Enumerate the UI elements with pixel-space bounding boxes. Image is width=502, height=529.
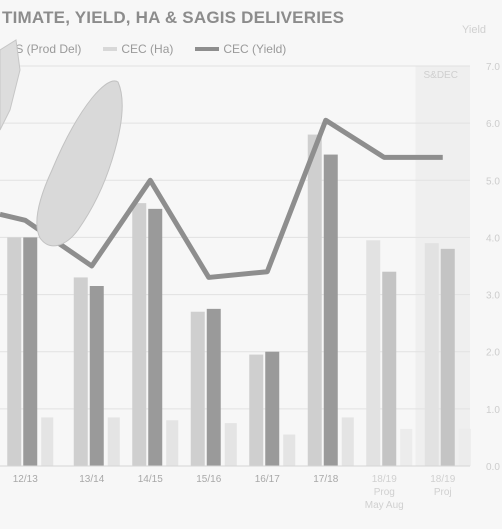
bar-3-6	[400, 428, 413, 466]
bar-2-3	[206, 308, 221, 466]
bar-1-6	[366, 240, 381, 466]
y-tick-label: 7.0	[486, 62, 500, 73]
x-tick-label: 13/14	[79, 474, 104, 485]
legend-item-cec-yield: CEC (Yield)	[195, 42, 286, 56]
bar-2-1	[89, 286, 104, 466]
bar-3-0	[41, 417, 54, 466]
bar-3-1	[107, 417, 120, 466]
projection-region-label: S&DEC	[424, 70, 458, 81]
bar-2-0	[23, 237, 38, 466]
y-tick-label: 3.0	[486, 291, 500, 302]
bar-3-3	[224, 423, 237, 466]
bar-1-4	[249, 354, 264, 466]
legend-label-prod-del: IS (Prod Del)	[12, 42, 82, 56]
legend: IS (Prod Del) CEC (Ha) CEC (Yield)	[12, 42, 286, 56]
bar-2-5	[323, 154, 338, 467]
legend-label-cec-yield: CEC (Yield)	[223, 42, 287, 56]
bar-2-7	[440, 248, 455, 466]
x-tick-label: 16/17	[255, 474, 280, 485]
legend-swatch-cec-ha	[103, 47, 118, 51]
mainland-map-shape	[0, 39, 21, 131]
right-axis-title: Yield	[462, 24, 487, 36]
y-tick-label: 0.0	[486, 462, 500, 473]
legend-item-prod-del: IS (Prod Del)	[12, 42, 81, 56]
bar-3-7	[458, 428, 471, 466]
y-tick-label: 5.0	[486, 176, 500, 187]
bar-2-4	[265, 351, 280, 466]
bar-1-1	[73, 277, 88, 466]
legend-item-cec-ha: CEC (Ha)	[103, 42, 173, 56]
x-tick-label: 18/19 Prog May Aug	[365, 474, 404, 511]
x-tick-label: 18/19 Proj	[430, 474, 455, 498]
bar-1-0	[7, 237, 22, 466]
bar-1-3	[190, 311, 205, 466]
legend-label-cec-ha: CEC (Ha)	[121, 42, 174, 56]
legend-swatch-cec-yield	[195, 47, 220, 51]
bar-1-7	[424, 243, 439, 466]
y-tick-label: 6.0	[486, 119, 500, 130]
bar-3-5	[341, 417, 354, 466]
y-tick-label: 1.0	[486, 405, 500, 416]
x-tick-label: 12/13	[13, 474, 38, 485]
bar-3-4	[283, 434, 296, 466]
x-tick-label: 17/18	[313, 474, 338, 485]
bar-2-2	[148, 208, 163, 466]
bar-2-6	[382, 271, 397, 466]
bar-3-2	[166, 420, 179, 466]
y-tick-label: 2.0	[486, 348, 500, 359]
chart-title: TIMATE, YIELD, HA & SAGIS DELIVERIES	[2, 8, 345, 27]
island-map-shape	[36, 80, 123, 247]
x-tick-label: 14/15	[138, 474, 163, 485]
y-tick-label: 4.0	[486, 233, 500, 244]
bar-1-2	[132, 203, 147, 466]
x-tick-label: 15/16	[196, 474, 221, 485]
bar-1-5	[307, 134, 322, 467]
